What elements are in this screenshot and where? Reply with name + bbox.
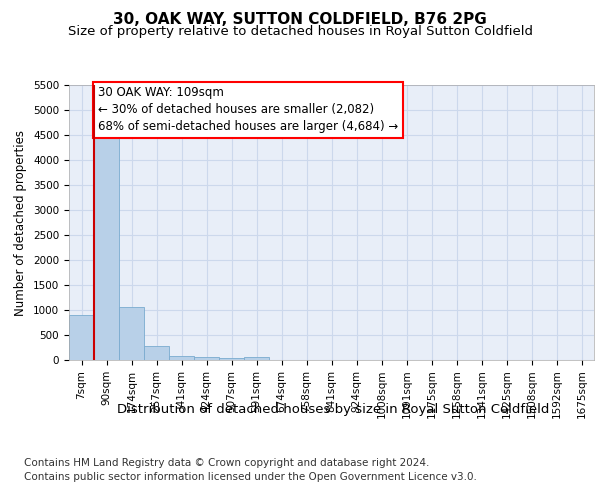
Bar (94, 132, 119, 360)
Text: Distribution of detached houses by size in Royal Sutton Coldfield: Distribution of detached houses by size … (117, 402, 549, 415)
Bar (119, 307, 144, 360)
Bar (69, 315, 94, 360)
Text: Contains public sector information licensed under the Open Government Licence v3: Contains public sector information licen… (24, 472, 477, 482)
Bar (219, 358, 244, 360)
Bar (244, 357, 269, 360)
Bar (144, 346, 169, 360)
Bar (169, 356, 194, 360)
Bar (194, 357, 219, 360)
Text: Contains HM Land Registry data © Crown copyright and database right 2024.: Contains HM Land Registry data © Crown c… (24, 458, 430, 468)
Text: Size of property relative to detached houses in Royal Sutton Coldfield: Size of property relative to detached ho… (67, 25, 533, 38)
Text: 30 OAK WAY: 109sqm
← 30% of detached houses are smaller (2,082)
68% of semi-deta: 30 OAK WAY: 109sqm ← 30% of detached hou… (98, 86, 398, 134)
Text: 30, OAK WAY, SUTTON COLDFIELD, B76 2PG: 30, OAK WAY, SUTTON COLDFIELD, B76 2PG (113, 12, 487, 28)
Y-axis label: Number of detached properties: Number of detached properties (14, 130, 28, 316)
